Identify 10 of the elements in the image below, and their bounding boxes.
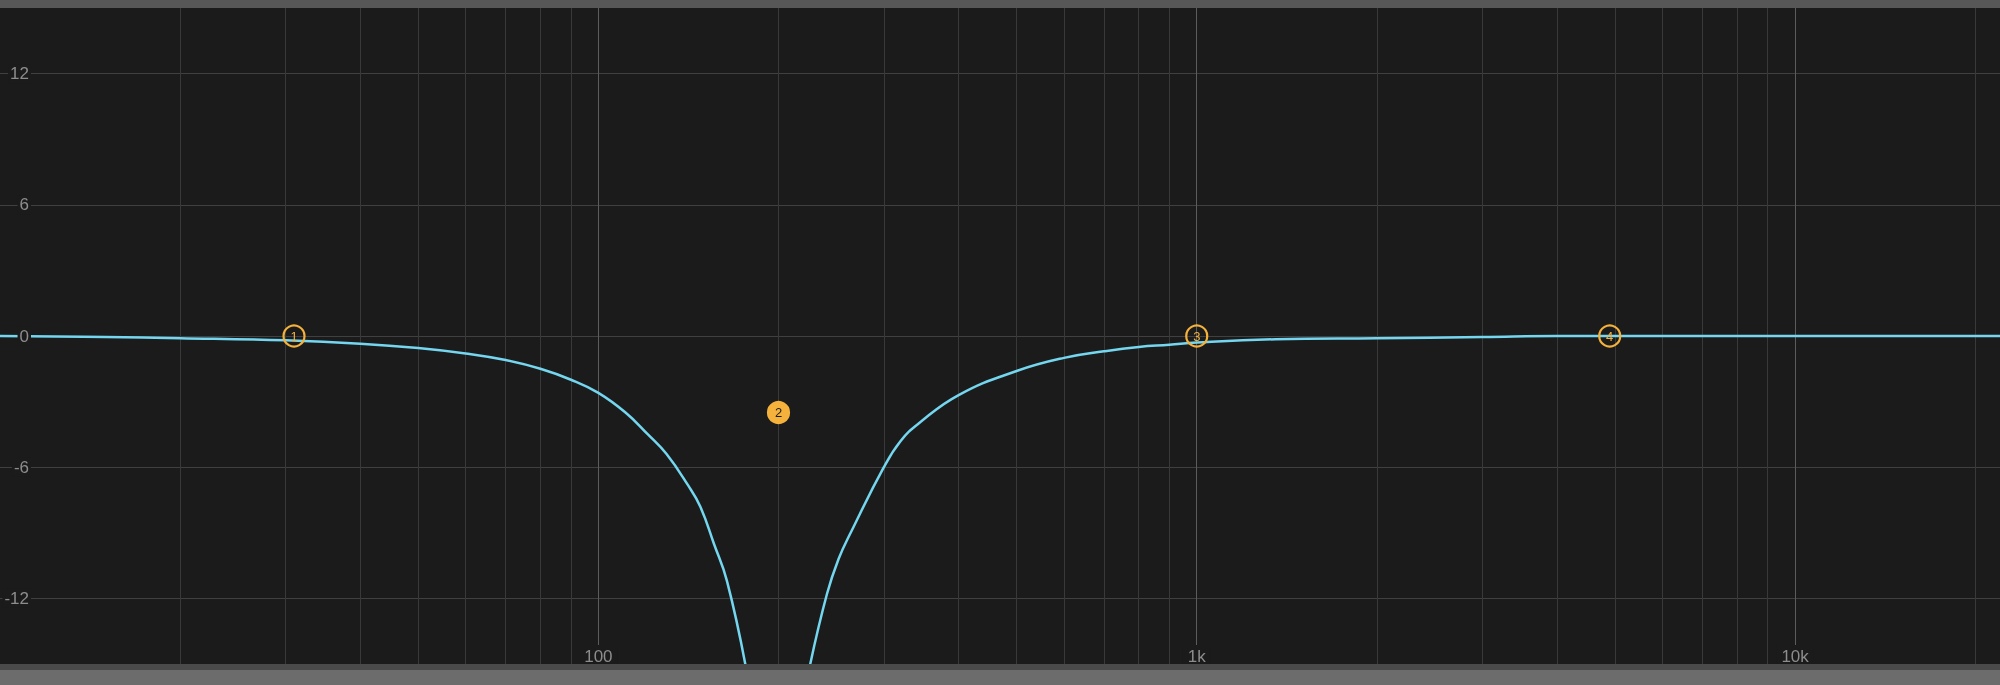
annotation: 2 — [774, 405, 783, 421]
y-tick-label: 0 — [19, 326, 29, 346]
y-tick-label: 12 — [10, 64, 29, 84]
y-tick-label: -6 — [13, 457, 29, 477]
y-tick-label: -12 — [4, 588, 29, 608]
x-tick-label: 1k — [1187, 647, 1207, 666]
annotation: 3 — [1193, 328, 1201, 344]
y-tick-label: 6 — [19, 195, 29, 215]
x-tick-label: 100 — [584, 647, 613, 666]
x-tick-label: 10k — [1781, 647, 1810, 666]
